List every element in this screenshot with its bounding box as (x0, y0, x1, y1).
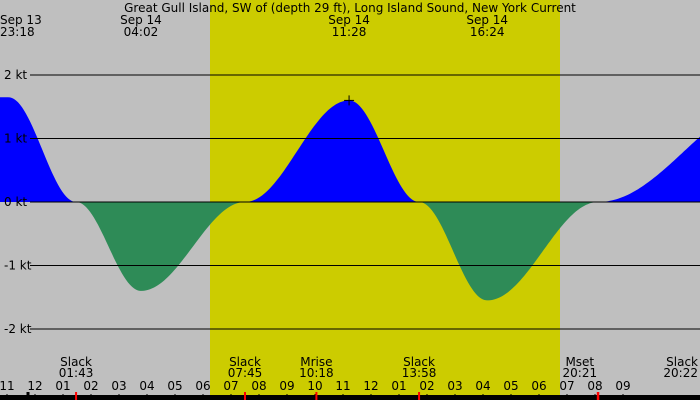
event-label: Slack (403, 355, 435, 369)
chart-title: Great Gull Island, SW of (depth 29 ft), … (124, 1, 576, 15)
x-tick-label: 11 (0, 379, 15, 393)
x-tick-label: 08 (251, 379, 266, 393)
x-tick-label: 04 (139, 379, 154, 393)
event-label: Mrise (300, 355, 332, 369)
x-tick-label: 06 (531, 379, 546, 393)
event-time-label: 20:21 (563, 366, 598, 380)
top-date-label: Sep 14 (466, 13, 508, 27)
y-tick-label: -1 kt (4, 259, 32, 273)
x-tick-label: 02 (419, 379, 434, 393)
x-tick-label: 12 (363, 379, 378, 393)
flood-area (0, 97, 700, 202)
x-tick-label: 01 (55, 379, 70, 393)
top-date-label: Sep 13 (0, 13, 42, 27)
x-tick-label: 02 (83, 379, 98, 393)
top-date-label: Sep 14 (328, 13, 370, 27)
x-tick-label: 06 (195, 379, 210, 393)
grid-lines (6, 74, 700, 400)
event-label: Slack (229, 355, 261, 369)
top-time-label: 16:24 (470, 25, 505, 39)
x-tick-label: 10 (307, 379, 322, 393)
y-tick-label: 1 kt (4, 132, 27, 146)
event-label: Slack (666, 355, 698, 369)
y-tick-label: 2 kt (4, 68, 27, 82)
current-areas (0, 97, 700, 301)
x-tick-label: 03 (111, 379, 126, 393)
event-time-label: 10:18 (299, 366, 334, 380)
event-label: Slack (60, 355, 92, 369)
ebb-area (0, 202, 700, 301)
event-time-label: 20:22 (663, 366, 698, 380)
top-time-label: 11:28 (332, 25, 367, 39)
y-tick-label: -2 kt (4, 322, 32, 336)
top-time-label: 23:18 (0, 25, 35, 39)
event-label: Mset (565, 355, 594, 369)
event-time-label: 01:43 (59, 366, 94, 380)
x-tick-label: 07 (223, 379, 238, 393)
x-tick-label: 01 (391, 379, 406, 393)
x-tick-label: 04 (475, 379, 490, 393)
x-tick-label: 05 (503, 379, 518, 393)
x-tick-label: 05 (167, 379, 182, 393)
x-tick-label: 09 (279, 379, 294, 393)
x-tick-label: 12 (27, 379, 42, 393)
x-tick-label: 03 (447, 379, 462, 393)
x-tick-label: 09 (615, 379, 630, 393)
x-tick-label: 07 (559, 379, 574, 393)
event-time-label: 13:58 (402, 366, 437, 380)
top-time-label: 04:02 (124, 25, 159, 39)
x-tick-label: 08 (587, 379, 602, 393)
labels: Great Gull Island, SW of (depth 29 ft), … (0, 1, 698, 393)
y-tick-label: 0 kt (4, 195, 27, 209)
markers (26, 95, 600, 400)
x-tick-label: 11 (335, 379, 350, 393)
event-time-label: 07:45 (228, 366, 263, 380)
top-date-label: Sep 14 (120, 13, 162, 27)
